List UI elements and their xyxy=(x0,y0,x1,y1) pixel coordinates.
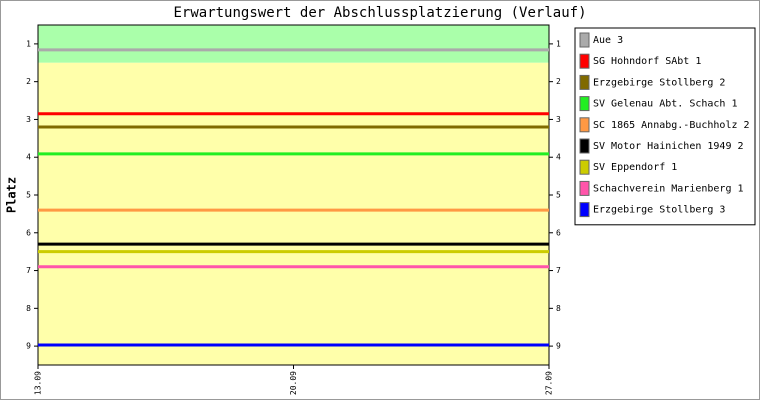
y-tick-label: 6 xyxy=(26,228,31,237)
legend-swatch xyxy=(579,202,590,218)
legend-label: Schachverein Marienberg 1 xyxy=(593,183,744,194)
y-tick-label: 5 xyxy=(556,191,561,200)
y-tick-label: 8 xyxy=(556,304,561,313)
legend-label: SV Eppendorf 1 xyxy=(593,162,677,173)
y-tick-label: 1 xyxy=(26,39,31,48)
band xyxy=(38,62,549,366)
legend-swatch xyxy=(579,96,590,112)
y-tick-label: 7 xyxy=(26,266,31,275)
y-tick-label: 7 xyxy=(556,266,561,275)
band xyxy=(38,25,549,63)
legend-swatch xyxy=(579,53,590,69)
plot-border xyxy=(37,24,550,366)
x-tick-label: 20.09 xyxy=(289,371,298,395)
legend-label: SC 1865 Annabg.-Buchholz 2 xyxy=(593,120,750,131)
y-tick-label: 4 xyxy=(26,153,31,162)
y-tick-label: 2 xyxy=(556,77,561,86)
y-tick-label: 6 xyxy=(556,228,561,237)
chart-title: Erwartungswert der Abschlussplatzierung … xyxy=(173,5,586,21)
x-tick-label: 13.09 xyxy=(34,371,43,395)
legend-swatch xyxy=(579,32,590,48)
y-tick-label: 2 xyxy=(26,77,31,86)
legend-swatch xyxy=(579,180,590,196)
legend-label: Erzgebirge Stollberg 3 xyxy=(593,205,725,216)
legend-swatch xyxy=(579,117,590,133)
legend-swatch xyxy=(579,159,590,175)
y-tick-label: 1 xyxy=(556,39,561,48)
y-tick-label: 4 xyxy=(556,153,561,162)
y-tick-label: 5 xyxy=(26,191,31,200)
legend-label: Aue 3 xyxy=(593,35,623,46)
y-tick-label: 8 xyxy=(26,304,31,313)
y-tick-label: 3 xyxy=(26,115,31,124)
y-tick-label: 9 xyxy=(556,342,561,351)
legend-label: Erzgebirge Stollberg 2 xyxy=(593,77,725,88)
x-tick-label: 27.09 xyxy=(545,371,554,395)
legend-swatch xyxy=(579,138,590,154)
legend-swatch xyxy=(579,74,590,90)
legend-box xyxy=(574,27,756,226)
legend-label: SV Motor Hainichen 1949 2 xyxy=(593,141,744,152)
legend-label: SV Gelenau Abt. Schach 1 xyxy=(593,99,738,110)
legend-label: SG Hohndorf SAbt 1 xyxy=(593,56,701,67)
y-axis-title: Platz xyxy=(5,177,19,213)
y-tick-label: 9 xyxy=(26,342,31,351)
y-tick-label: 3 xyxy=(556,115,561,124)
